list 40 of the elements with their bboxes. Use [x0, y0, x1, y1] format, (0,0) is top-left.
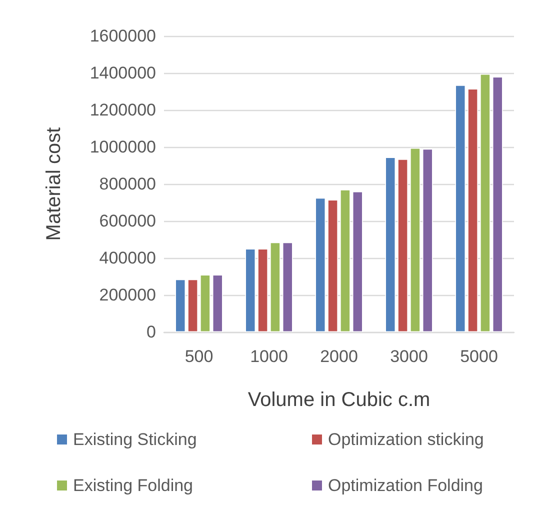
legend-label: Existing Folding [73, 476, 194, 495]
y-tick-label: 1600000 [90, 26, 156, 46]
x-tick-label: 1000 [250, 347, 288, 366]
bar [175, 279, 186, 332]
y-tick-label: 400000 [99, 248, 156, 268]
bar [352, 191, 363, 332]
legend-label: Optimization sticking [328, 430, 484, 449]
bar [455, 85, 466, 332]
y-tick-label: 1200000 [90, 100, 156, 120]
bar [212, 274, 223, 332]
bar [282, 242, 293, 332]
bar [340, 190, 350, 332]
y-axis-title: Material cost [43, 126, 65, 241]
x-tick-label: 3000 [390, 347, 428, 366]
bar [492, 76, 503, 332]
bar [385, 157, 396, 332]
y-tick-label: 0 [146, 322, 156, 342]
y-tick-label: 1000000 [90, 138, 156, 156]
bar [200, 274, 210, 332]
bar [258, 248, 268, 332]
y-tick-label: 1400000 [90, 64, 156, 82]
bar [315, 198, 326, 332]
bar [270, 242, 280, 332]
y-tick-label: 200000 [99, 286, 156, 304]
bar [410, 148, 420, 332]
bar [480, 74, 490, 332]
bar [398, 159, 408, 332]
bar [468, 88, 478, 332]
bar [328, 200, 338, 332]
bar [422, 148, 433, 332]
x-tick-label: 2000 [320, 347, 358, 366]
x-axis-title: Volume in Cubic c.m [248, 389, 430, 411]
bar [188, 279, 198, 332]
x-tick-label: 5000 [460, 347, 498, 366]
bar [245, 248, 256, 332]
y-tick-label: 600000 [99, 212, 156, 230]
y-tick-label: 800000 [99, 174, 156, 194]
legend-label: Existing Sticking [73, 430, 197, 449]
legend-label: Optimization Folding [328, 476, 483, 495]
x-tick-label: 500 [184, 347, 214, 366]
